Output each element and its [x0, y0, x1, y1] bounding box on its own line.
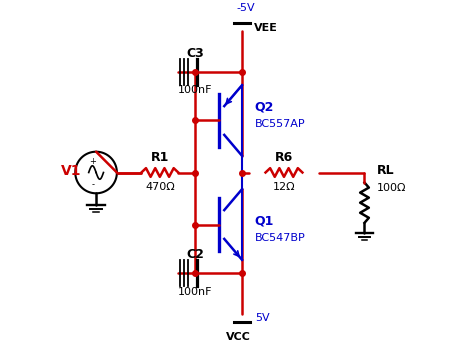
Text: 5V: 5V — [255, 314, 270, 324]
Text: BC557AP: BC557AP — [255, 119, 305, 129]
Text: BC547BP: BC547BP — [255, 233, 306, 243]
Text: -: - — [91, 180, 94, 189]
Text: -5V: -5V — [236, 3, 255, 13]
Text: VEE: VEE — [254, 23, 278, 33]
Text: RL: RL — [377, 164, 395, 177]
Text: V1: V1 — [61, 164, 81, 178]
Text: Q1: Q1 — [255, 215, 274, 228]
Text: 100Ω: 100Ω — [377, 183, 407, 193]
Text: C3: C3 — [186, 47, 204, 60]
Text: VCC: VCC — [226, 332, 251, 342]
Text: R6: R6 — [275, 151, 293, 164]
Text: R1: R1 — [151, 151, 169, 164]
Text: 12Ω: 12Ω — [273, 181, 295, 191]
Text: +: + — [89, 157, 96, 166]
Text: 470Ω: 470Ω — [145, 181, 175, 191]
Text: 100nF: 100nF — [178, 85, 212, 95]
Text: C2: C2 — [186, 248, 204, 261]
Text: Q2: Q2 — [255, 101, 274, 114]
Text: 100nF: 100nF — [178, 287, 212, 297]
